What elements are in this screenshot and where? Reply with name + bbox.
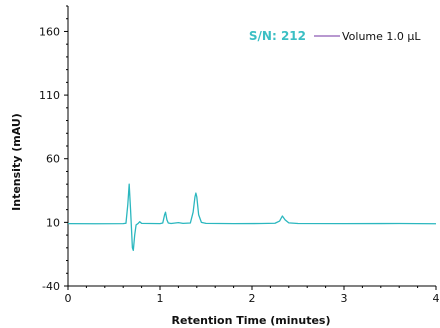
plot-area [67,183,437,252]
x-tick-label: 1 [157,292,164,305]
y-tick-label: 60 [46,153,60,166]
series-line [67,183,437,252]
y-tick-label: 10 [46,216,60,229]
y-tick-label: 160 [39,25,60,38]
x-tick-label: 2 [249,292,256,305]
x-tick-label: 3 [341,292,348,305]
signal-to-noise-annotation: S/N: 212 [249,29,306,43]
x-tick-label: 0 [65,292,72,305]
x-tick-label: 4 [433,292,440,305]
y-tick-label: -40 [42,280,60,293]
axes: 0 1 2 3 4 -40 10 60 110 160 [39,5,440,305]
y-tick-label: 110 [39,89,60,102]
legend-label: Volume 1.0 µL [342,30,421,43]
y-axis-title: Intensity (mAU) [10,113,23,211]
x-axis-title: Retention Time (minutes) [172,314,331,327]
